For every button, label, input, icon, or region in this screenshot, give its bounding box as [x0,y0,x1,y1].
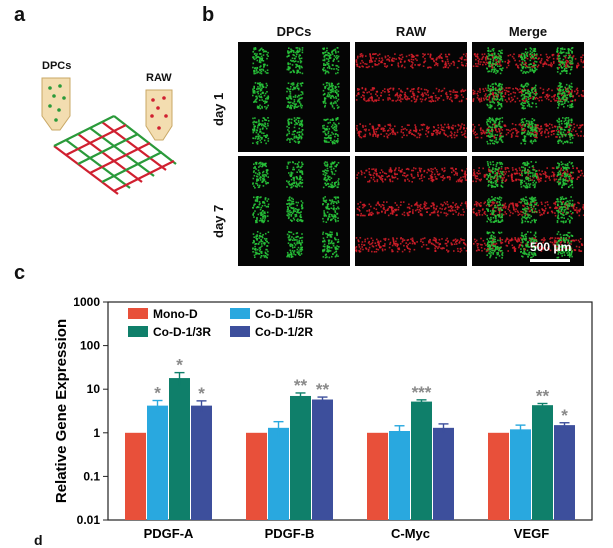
significance-marker: * [176,356,183,375]
bar-pdgf-a-0 [125,433,146,520]
bar-pdgf-b-1 [268,428,289,520]
micrograph-texture [355,156,467,266]
x-tick-label: PDGF-B [265,526,315,541]
y-tick-label: 0.1 [83,469,100,483]
legend-label: Co-D-1/5R [255,307,313,321]
bar-pdgf-b-2 [290,396,311,520]
column-header-dpcs: DPCs [238,24,350,39]
panel-label-a: a [14,4,25,27]
bar-pdgf-b-0 [246,433,267,520]
significance-marker: * [198,384,205,403]
panel-label-b: b [202,4,214,27]
bar-c-myc-1 [389,431,410,520]
x-tick-label: VEGF [514,526,549,541]
bar-pdgf-a-1 [147,406,168,520]
bar-vegf-2 [532,405,553,520]
schematic-label-dpcs: DPCs [42,60,71,72]
micrograph-dpcs-day1 [238,42,350,152]
row-header-day7: day 7 [211,205,226,238]
x-tick-label: PDGF-A [144,526,194,541]
micrograph-texture [238,156,350,266]
legend-swatch [128,308,148,319]
bar-pdgf-b-3 [312,400,333,520]
row-header-day1: day 1 [211,93,226,126]
micrograph-texture [238,42,350,152]
bar-pdgf-a-3 [191,406,212,520]
y-tick-label: 0.01 [77,513,101,527]
scale-bar-label: 500 μm [530,240,571,254]
significance-marker: * [154,384,161,403]
significance-marker: *** [412,383,432,402]
micrograph-raw-day1 [355,42,467,152]
micrograph-raw-day7 [355,156,467,266]
y-tick-label: 10 [87,382,101,396]
legend-swatch [128,326,148,337]
significance-marker: * [561,406,568,425]
micrograph-merge-day1 [472,42,584,152]
legend-swatch [230,326,250,337]
bioprinting-schematic [30,72,200,202]
scale-bar [530,259,570,262]
column-header-raw: RAW [355,24,467,39]
bar-c-myc-3 [433,428,454,520]
y-tick-label: 100 [80,339,100,353]
bar-vegf-0 [488,433,509,520]
legend-label: Co-D-1/3R [153,325,211,339]
y-tick-label: 1000 [73,295,100,309]
micrograph-dpcs-day7 [238,156,350,266]
y-tick-label: 1 [93,426,100,440]
bar-pdgf-a-2 [169,378,190,520]
micrograph-texture [472,42,584,152]
micrograph-texture [355,42,467,152]
bar-vegf-3 [554,425,575,520]
bar-c-myc-0 [367,433,388,520]
raw-nozzle [146,90,172,140]
legend-label: Co-D-1/2R [255,325,313,339]
bar-c-myc-2 [411,402,432,520]
y-axis-label: Relative Gene Expression [53,319,70,503]
legend-label: Mono-D [153,307,198,321]
dpcs-nozzle [42,78,70,130]
significance-marker: ** [316,380,330,399]
significance-marker: ** [294,376,308,395]
bar-vegf-1 [510,429,531,520]
significance-marker: ** [536,386,550,405]
column-header-merge: Merge [472,24,584,39]
legend-swatch [230,308,250,319]
x-tick-label: C-Myc [391,526,430,541]
